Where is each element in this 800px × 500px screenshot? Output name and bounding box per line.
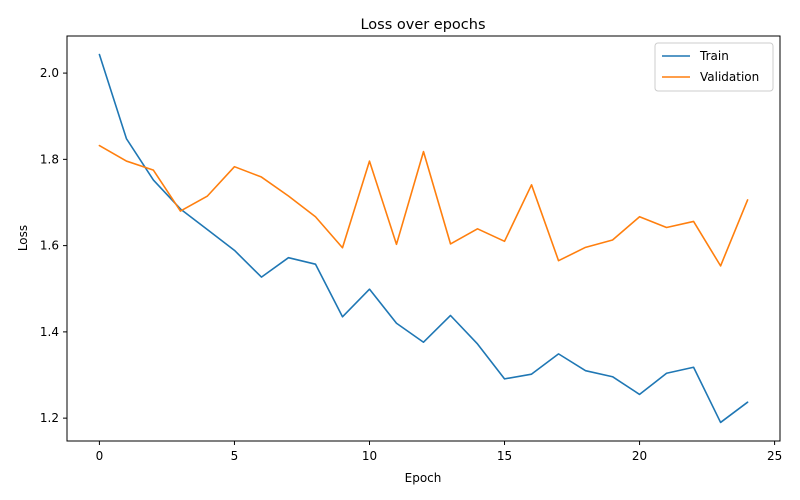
- x-tick-label: 10: [362, 449, 377, 463]
- legend: Train Validation: [654, 42, 774, 92]
- series-line-train: [98, 53, 749, 424]
- y-tick-label: 1.4: [40, 325, 59, 339]
- legend-label-train: Train: [699, 49, 729, 63]
- x-tick-label: 5: [231, 449, 239, 463]
- y-tick-label: 1.2: [40, 411, 59, 425]
- y-tick-label: 1.6: [40, 239, 59, 253]
- series-layer: [98, 53, 749, 424]
- x-tick-label: 20: [632, 449, 647, 463]
- y-axis: 1.2 1.4 1.6 1.8 2.0: [40, 66, 67, 425]
- series-line-validation: [98, 144, 749, 267]
- x-tick-label: 25: [767, 449, 782, 463]
- legend-frame: [654, 42, 774, 92]
- y-axis-title: Loss: [16, 225, 30, 251]
- x-tick-label: 15: [497, 449, 512, 463]
- y-tick-label: 1.8: [40, 152, 59, 166]
- x-axis-title: Epoch: [405, 471, 442, 485]
- chart-title: Loss over epochs: [360, 17, 485, 33]
- legend-label-validation: Validation: [700, 70, 759, 84]
- y-tick-label: 2.0: [40, 66, 59, 80]
- x-tick-label: 0: [96, 449, 104, 463]
- x-axis: 0 5 10 15 20 25: [96, 441, 782, 463]
- plot-frame: [66, 35, 781, 442]
